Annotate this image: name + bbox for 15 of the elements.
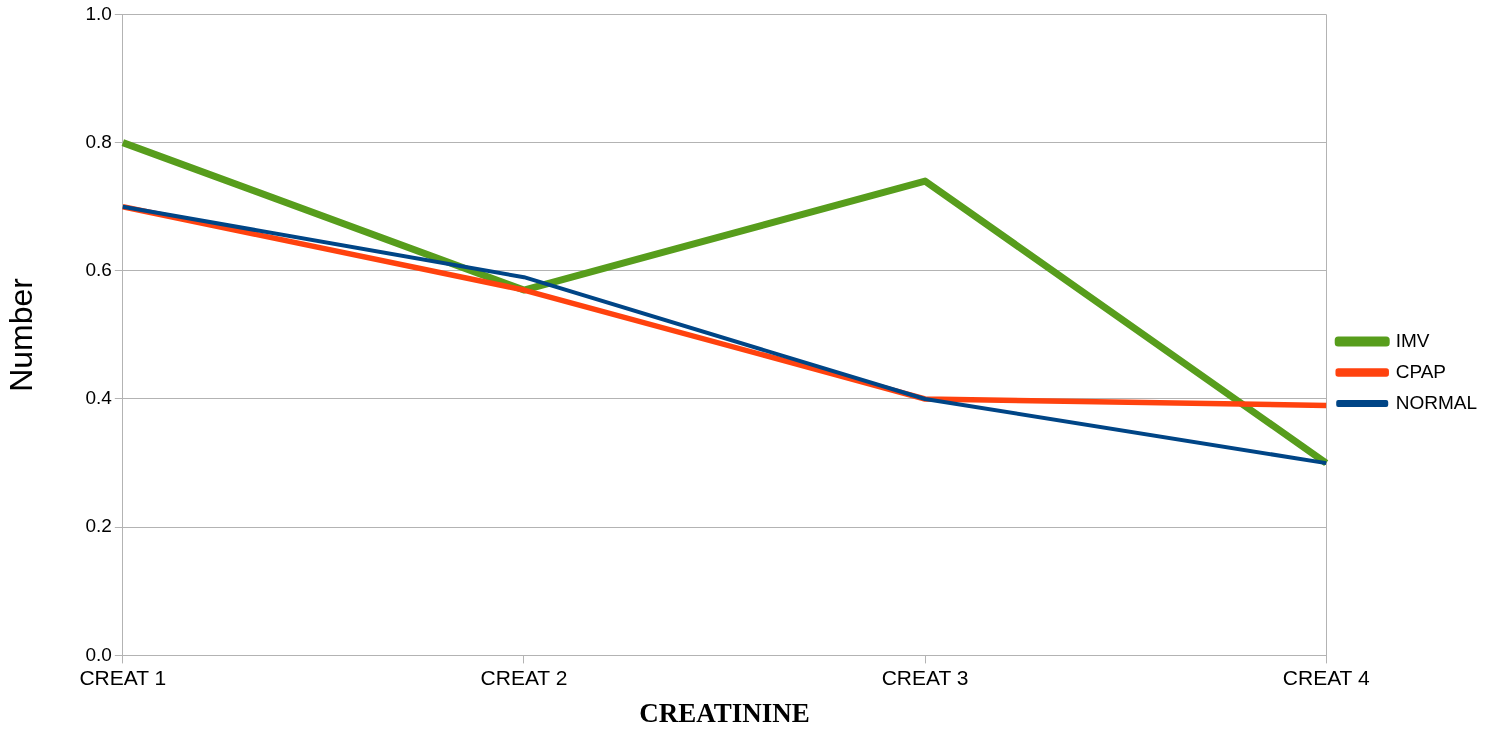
y-tick-label: 1.0	[85, 2, 112, 24]
y-tick-label: 0.6	[85, 259, 112, 281]
legend-label: NORMAL	[1395, 391, 1478, 413]
y-tick-label: 0.0	[85, 643, 112, 665]
x-axis-title: CREATININE	[639, 697, 810, 728]
y-axis-title: Number	[3, 277, 40, 392]
x-tick-label: CREAT 3	[881, 665, 969, 689]
x-tick-label: CREAT 4	[1282, 665, 1370, 689]
y-tick-label: 0.8	[85, 130, 112, 152]
legend-label: IMV	[1395, 329, 1430, 351]
x-tick-label: CREAT 2	[480, 665, 568, 689]
legend-label: CPAP	[1395, 360, 1447, 382]
x-tick-label: CREAT 1	[79, 665, 167, 689]
y-tick-label: 0.2	[85, 515, 112, 537]
y-tick-label: 0.4	[85, 387, 113, 409]
